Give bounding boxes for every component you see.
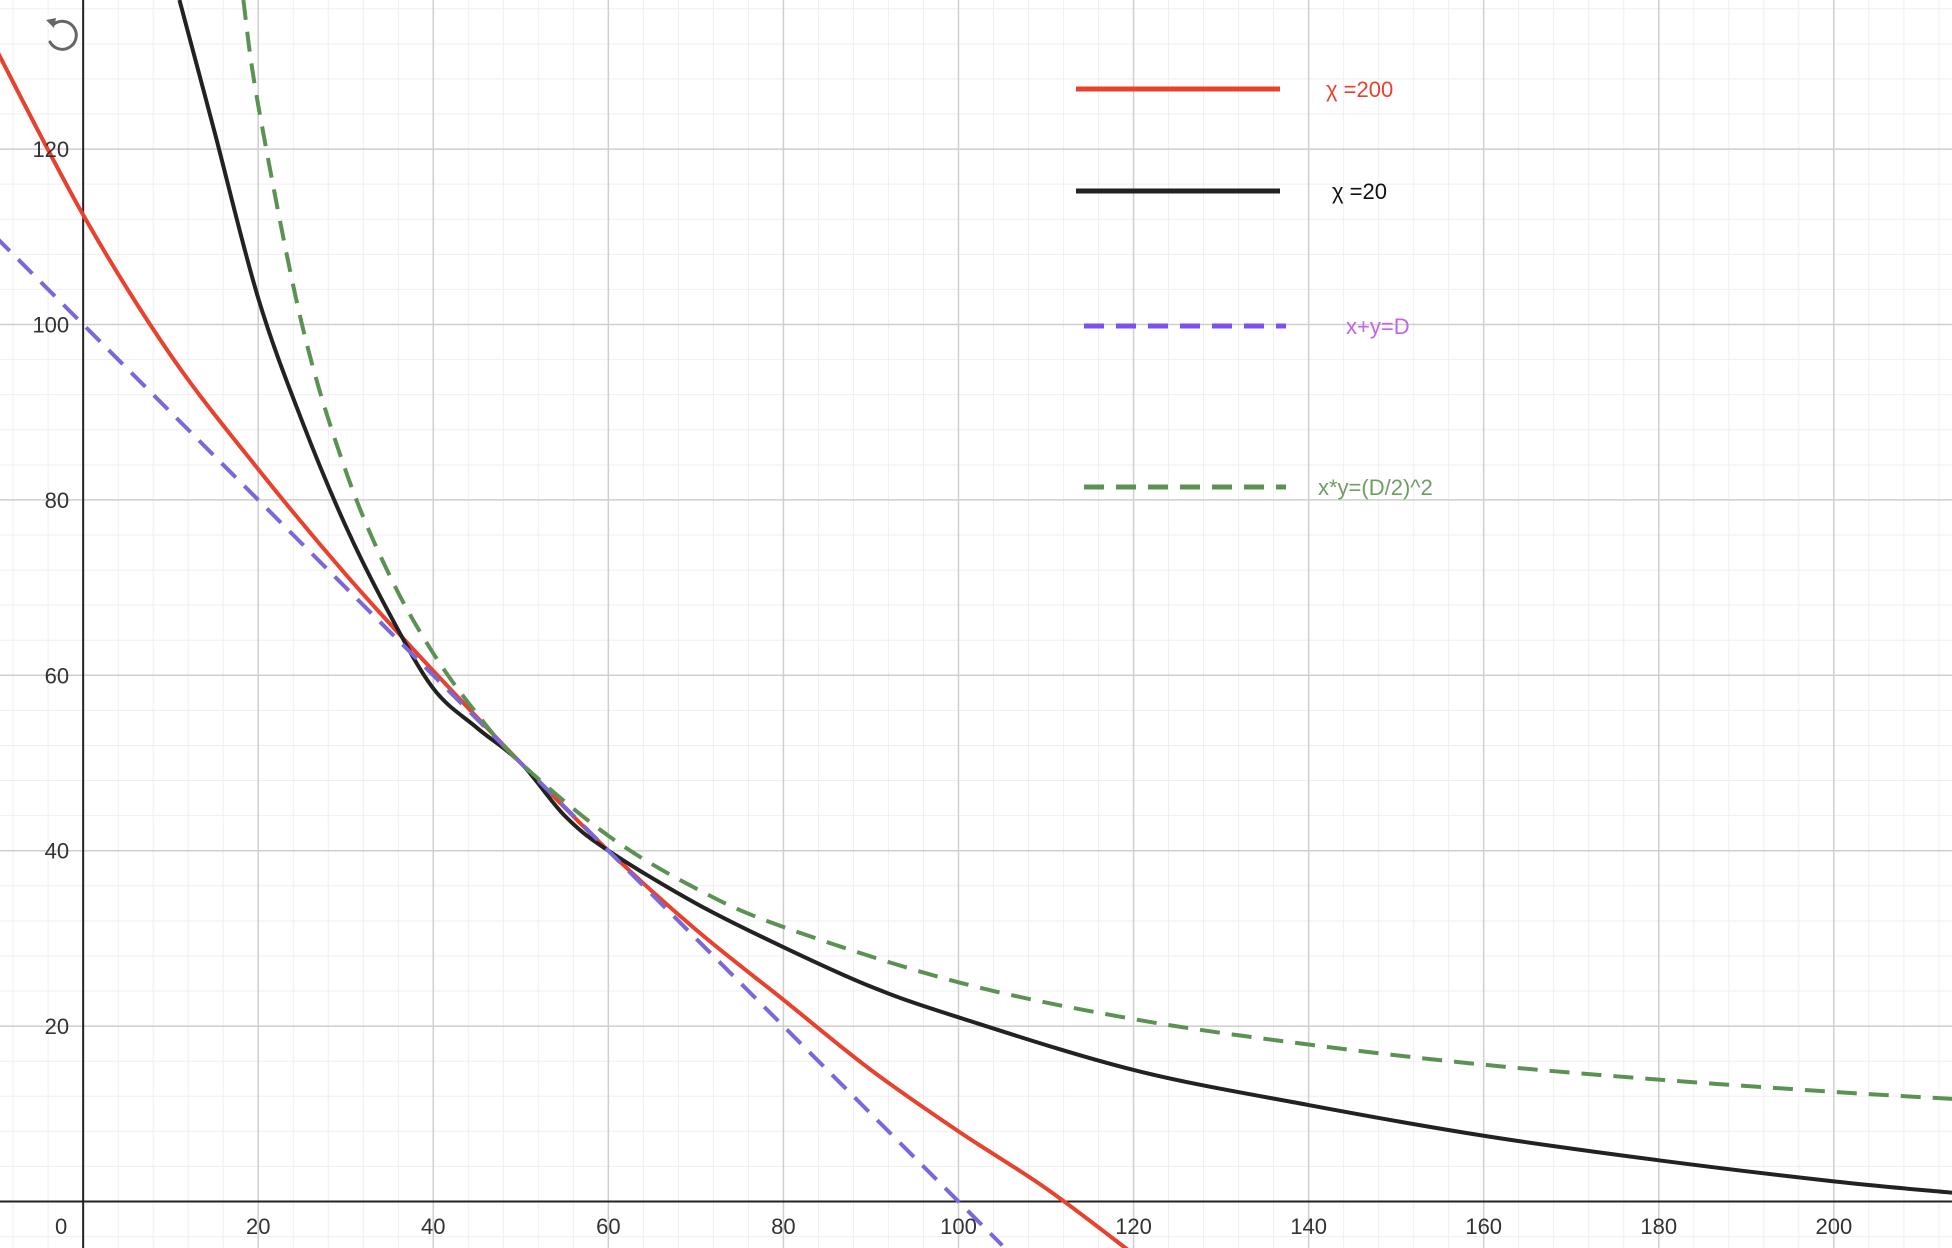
x-tick-label: 140 xyxy=(1290,1214,1327,1239)
undo-arrow-icon xyxy=(46,18,78,51)
tick-labels: 0 20 40 60 80 100 120 140 160 180 200 20 40 60 80 100 12… xyxy=(32,137,1852,1239)
y-tick-label: 60 xyxy=(45,663,69,688)
legend-label-1: χ =200 xyxy=(1326,77,1393,102)
legend-label-4: x*y=(D/2)^2 xyxy=(1318,475,1433,500)
series-line-4 xyxy=(241,0,1952,1101)
legend-label-2: χ =20 xyxy=(1332,179,1387,204)
y-tick-label: 40 xyxy=(45,839,69,864)
x-tick-label: 120 xyxy=(1115,1214,1152,1239)
series-line-3 xyxy=(0,238,1004,1247)
x-tick-label: 60 xyxy=(596,1214,620,1239)
legend: χ =200 χ =20 x+y=D x*y=(D/2)^2 xyxy=(1076,77,1433,500)
x-tick-label: 200 xyxy=(1815,1214,1852,1239)
x-tick-label: 0 xyxy=(55,1214,67,1239)
x-tick-label: 20 xyxy=(246,1214,270,1239)
x-tick-label: 100 xyxy=(940,1214,977,1239)
y-tick-label: 100 xyxy=(32,312,69,337)
x-tick-label: 180 xyxy=(1640,1214,1677,1239)
x-tick-label: 40 xyxy=(421,1214,445,1239)
series-line-1 xyxy=(0,52,1129,1248)
series-line-2 xyxy=(177,0,1952,1195)
x-tick-label: 80 xyxy=(771,1214,795,1239)
y-tick-label: 80 xyxy=(45,488,69,513)
y-tick-label: 20 xyxy=(45,1014,69,1039)
legend-label-3: x+y=D xyxy=(1346,314,1410,339)
reset-view-button[interactable] xyxy=(40,12,88,52)
y-tick-label: 120 xyxy=(32,137,69,162)
x-tick-label: 160 xyxy=(1465,1214,1502,1239)
